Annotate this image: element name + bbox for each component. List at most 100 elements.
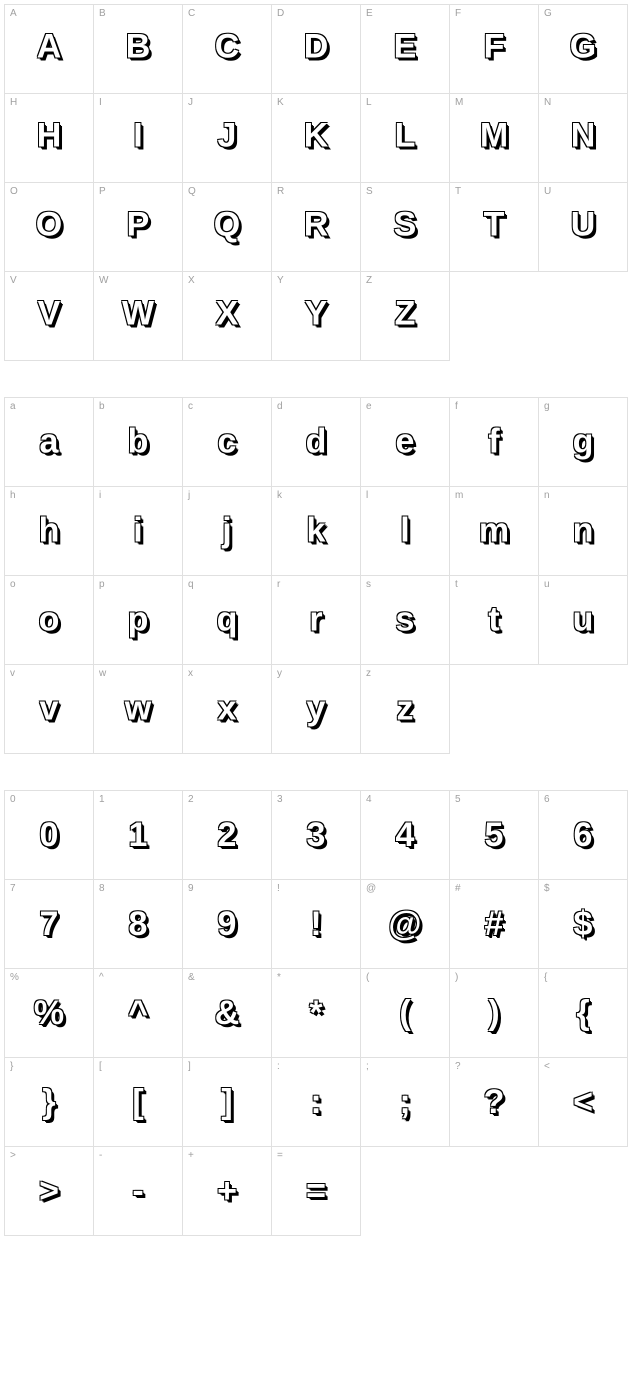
glyph-cell: QQ	[183, 183, 272, 272]
glyph-cell: 66	[539, 791, 628, 880]
glyph-cell: pp	[94, 576, 183, 665]
section-lowercase: aabbccddeeffgghhiijjkkllmmnnooppqqrrsstt…	[4, 397, 636, 754]
cell-label: &	[188, 972, 195, 983]
glyph: p	[128, 602, 149, 636]
cell-label: 9	[188, 883, 194, 894]
glyph-cell: zz	[361, 665, 450, 754]
glyph: I	[133, 118, 142, 152]
glyph-cell: dd	[272, 398, 361, 487]
glyph-cell: SS	[361, 183, 450, 272]
glyph-cell: BB	[94, 5, 183, 94]
cell-label: %	[10, 972, 19, 983]
cell-label: 5	[455, 794, 461, 805]
cell-label: a	[10, 401, 16, 412]
glyph: 0	[40, 818, 59, 852]
glyph-cell: LL	[361, 94, 450, 183]
glyph-cell: hh	[5, 487, 94, 576]
glyph: O	[36, 207, 62, 241]
glyph: e	[396, 424, 415, 458]
glyph: S	[394, 207, 417, 241]
glyph: G	[570, 29, 596, 63]
cell-label: n	[544, 490, 550, 501]
glyph-cell: GG	[539, 5, 628, 94]
glyph: q	[217, 602, 238, 636]
cell-label: x	[188, 668, 193, 679]
glyph-cell: 22	[183, 791, 272, 880]
cell-label: i	[99, 490, 101, 501]
glyph-cell: &&	[183, 969, 272, 1058]
glyph: W	[122, 296, 154, 330]
cell-label: W	[99, 275, 108, 286]
glyph-cell: WW	[94, 272, 183, 361]
cell-label: l	[366, 490, 368, 501]
glyph-cell: !!	[272, 880, 361, 969]
cell-label: g	[544, 401, 550, 412]
glyph: +	[217, 1174, 237, 1208]
cell-label: 1	[99, 794, 105, 805]
cell-label: Q	[188, 186, 196, 197]
cell-label: v	[10, 668, 15, 679]
glyph: V	[38, 296, 61, 330]
cell-label: I	[99, 97, 102, 108]
glyph: A	[37, 29, 62, 63]
cell-label: G	[544, 8, 552, 19]
glyph: n	[573, 513, 594, 547]
glyph: $	[574, 907, 593, 941]
cell-label: d	[277, 401, 283, 412]
cell-label: o	[10, 579, 16, 590]
cell-label: #	[455, 883, 461, 894]
cell-label: R	[277, 186, 284, 197]
glyph-cell: 88	[94, 880, 183, 969]
cell-label: P	[99, 186, 106, 197]
cell-label: 7	[10, 883, 16, 894]
empty-cell	[450, 1147, 539, 1236]
glyph: s	[396, 602, 415, 636]
cell-label: 4	[366, 794, 372, 805]
cell-label: Y	[277, 275, 284, 286]
glyph-grid: aabbccddeeffgghhiijjkkllmmnnooppqqrrsstt…	[4, 397, 628, 754]
glyph: 7	[40, 907, 59, 941]
glyph: =	[306, 1174, 326, 1208]
cell-label: b	[99, 401, 105, 412]
glyph-cell: ]]	[183, 1058, 272, 1147]
cell-label: e	[366, 401, 372, 412]
glyph-cell: ll	[361, 487, 450, 576]
section-uppercase: AABBCCDDEEFFGGHHIIJJKKLLMMNNOOPPQQRRSSTT…	[4, 4, 636, 361]
glyph: *	[309, 996, 322, 1030]
glyph: Z	[395, 296, 416, 330]
glyph: c	[218, 424, 237, 458]
cell-label: (	[366, 972, 369, 983]
glyph-cell: PP	[94, 183, 183, 272]
cell-label: [	[99, 1061, 102, 1072]
glyph-cell: TT	[450, 183, 539, 272]
glyph-cell: ee	[361, 398, 450, 487]
cell-label: J	[188, 97, 193, 108]
glyph-cell: II	[94, 94, 183, 183]
empty-cell	[539, 272, 628, 361]
empty-cell	[539, 1147, 628, 1236]
cell-label: M	[455, 97, 463, 108]
cell-label: t	[455, 579, 458, 590]
cell-label: <	[544, 1061, 550, 1072]
glyph-cell: 44	[361, 791, 450, 880]
glyph: t	[488, 602, 499, 636]
glyph: U	[571, 207, 596, 241]
glyph-cell: vv	[5, 665, 94, 754]
glyph-cell: ++	[183, 1147, 272, 1236]
glyph-cell: UU	[539, 183, 628, 272]
cell-label: L	[366, 97, 372, 108]
cell-label: {	[544, 972, 547, 983]
glyph: :	[310, 1085, 321, 1119]
glyph-cell: ii	[94, 487, 183, 576]
cell-label: @	[366, 883, 376, 894]
glyph-cell: OO	[5, 183, 94, 272]
glyph-cell: DD	[272, 5, 361, 94]
glyph: P	[127, 207, 150, 241]
glyph-cell: @@	[361, 880, 450, 969]
glyph-cell: 11	[94, 791, 183, 880]
cell-label: 3	[277, 794, 283, 805]
glyph-cell: ww	[94, 665, 183, 754]
cell-label: z	[366, 668, 371, 679]
cell-label: c	[188, 401, 193, 412]
glyph-cell: aa	[5, 398, 94, 487]
